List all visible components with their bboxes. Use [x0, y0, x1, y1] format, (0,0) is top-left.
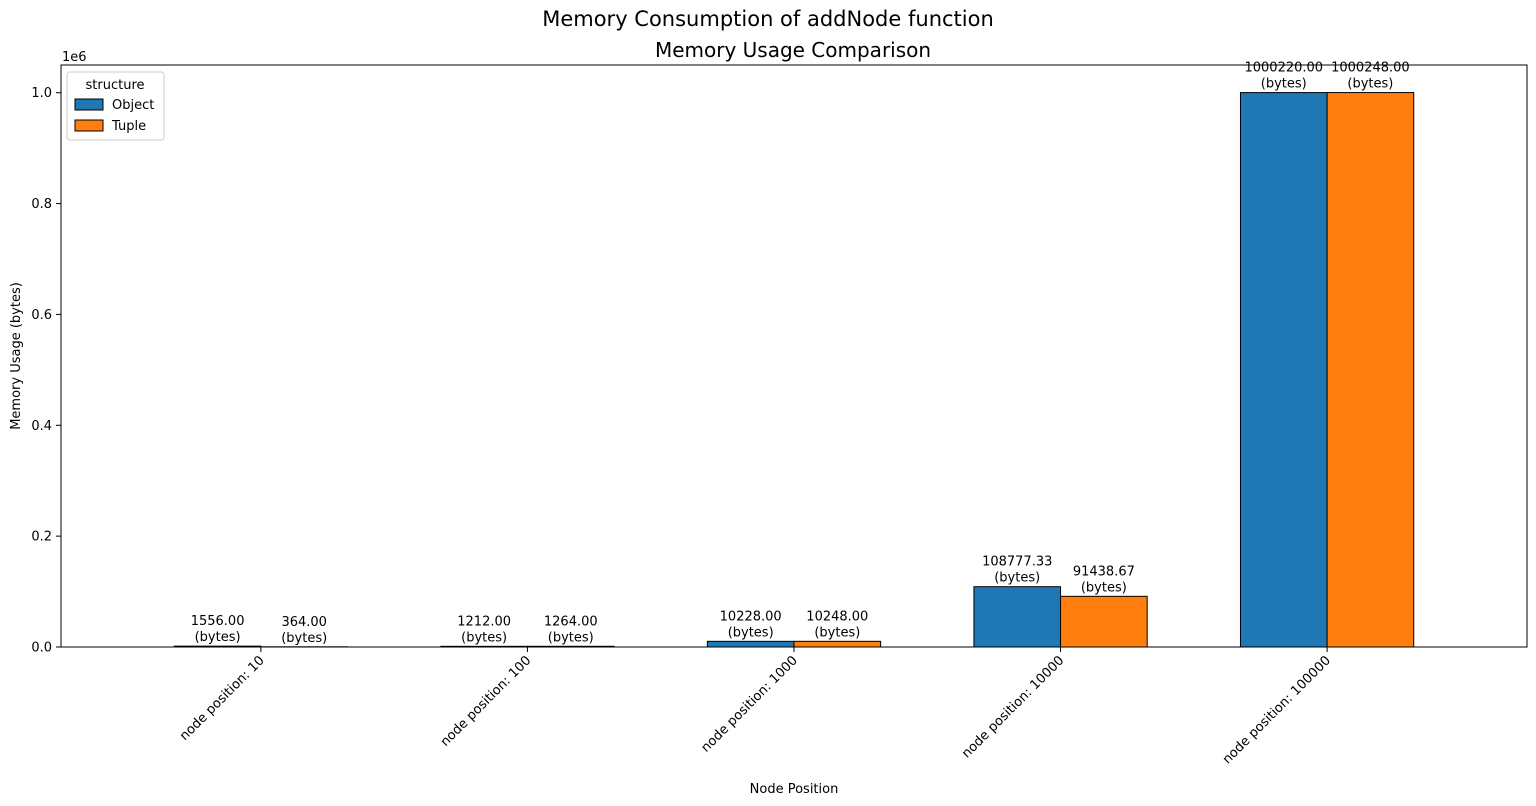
y-tick-label-2: 0.4 [31, 419, 52, 434]
data-label-tuple-2: 10248.00 [806, 609, 868, 624]
legend-title: structure [86, 78, 145, 93]
data-label-object-2: 10228.00 [720, 609, 782, 624]
data-label-unit-object-1: (bytes) [461, 630, 507, 645]
legend-label-tuple: Tuple [111, 119, 146, 134]
bar-tuple-2 [793, 640, 882, 648]
x-tick-label-1: node position: 100 [438, 653, 534, 749]
bar-object-2 [706, 640, 795, 648]
data-label-tuple-3: 91438.67 [1073, 564, 1135, 579]
x-tick-label-0: node position: 10 [177, 653, 268, 744]
y-axis-label: Memory Usage (bytes) [9, 282, 24, 430]
y-axis-offset-label: 1e6 [62, 50, 87, 65]
x-tick-label-4: node position: 100000 [1220, 653, 1334, 767]
data-label-unit-object-0: (bytes) [195, 630, 241, 645]
legend-swatch-object [74, 98, 104, 111]
data-label-unit-tuple-4: (bytes) [1347, 77, 1393, 92]
data-label-object-3: 108777.33 [982, 555, 1052, 570]
chart-suptitle: Memory Consumption of addNode function [542, 7, 994, 31]
data-label-object-0: 1556.00 [191, 614, 245, 629]
chart-title: Memory Usage Comparison [655, 38, 931, 62]
data-label-unit-object-2: (bytes) [728, 625, 774, 640]
y-tick-label-5: 1.0 [31, 86, 52, 101]
y-tick-label-0: 0.0 [31, 641, 52, 656]
bar-object-3 [973, 586, 1062, 648]
data-label-unit-object-3: (bytes) [994, 571, 1040, 586]
x-axis-label: Node Position [750, 782, 839, 797]
x-tick-label-3: node position: 10000 [959, 653, 1067, 761]
data-label-tuple-1: 1264.00 [544, 614, 598, 629]
data-label-unit-tuple-3: (bytes) [1081, 580, 1127, 595]
data-label-object-4: 1000220.00 [1244, 61, 1323, 76]
y-tick-label-3: 0.6 [31, 308, 52, 323]
data-label-unit-tuple-0: (bytes) [281, 631, 327, 646]
data-label-unit-tuple-2: (bytes) [814, 625, 860, 640]
legend-label-object: Object [112, 98, 154, 113]
bar-tuple-4 [1326, 92, 1415, 648]
x-tick-label-2: node position: 1000 [699, 653, 801, 755]
legend-swatch-tuple [74, 119, 104, 132]
y-tick-label-4: 0.8 [31, 197, 52, 212]
bar-tuple-3 [1060, 595, 1148, 648]
data-label-tuple-0: 364.00 [281, 615, 327, 630]
y-tick-label-1: 0.2 [31, 530, 52, 545]
plot-area: 1556.00(bytes)1212.00(bytes)10228.00(byt… [31, 61, 1528, 767]
bar-object-4 [1239, 92, 1328, 648]
data-label-unit-tuple-1: (bytes) [548, 630, 594, 645]
data-label-object-1: 1212.00 [457, 614, 511, 629]
data-label-unit-object-4: (bytes) [1261, 77, 1307, 92]
data-label-tuple-4: 1000248.00 [1331, 61, 1410, 76]
